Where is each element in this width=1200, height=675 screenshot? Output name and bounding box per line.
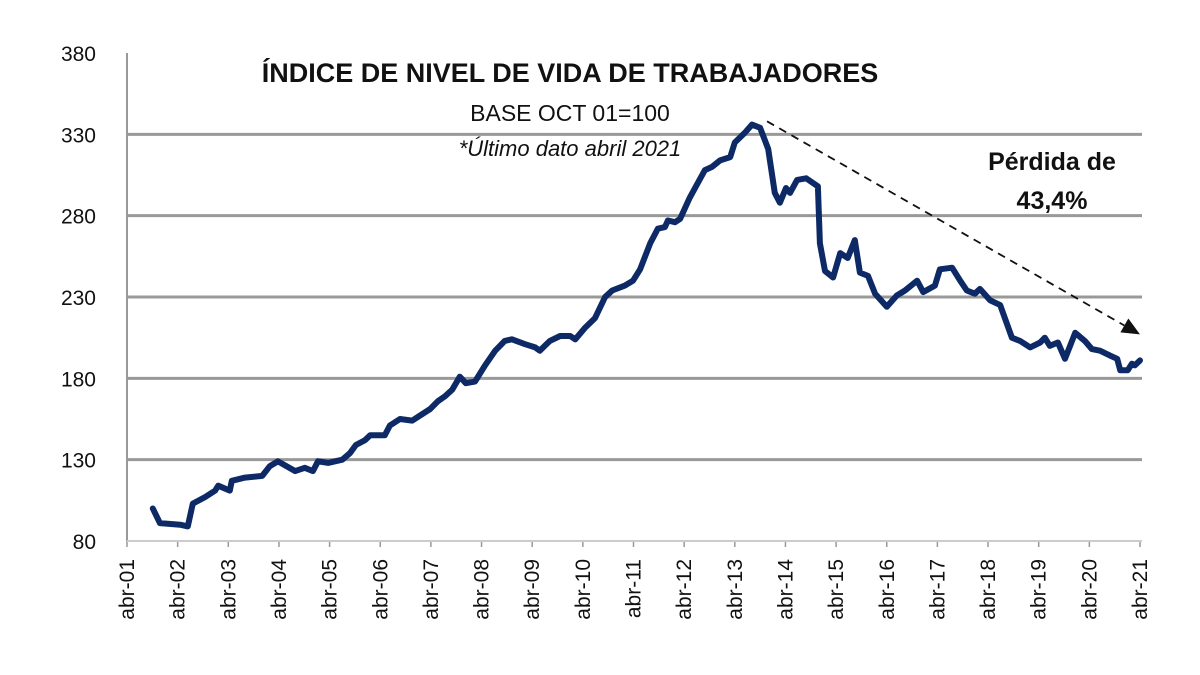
y-tick-label: 80 [73,531,96,554]
x-tick-label: abr-19 [1028,559,1051,620]
series-line [149,121,1143,530]
x-tick-label: abr-14 [774,559,797,620]
x-tick-label: abr-09 [521,559,544,620]
trend-arrow-head [1120,318,1140,335]
x-tick-label: abr-13 [724,559,747,620]
y-tick-label: 180 [61,368,96,391]
annotation-line-2: 43,4% [1017,187,1088,215]
x-axis-ticks: abr-01 abr-02 abr-03 abr-04 abr-05 abr-06 abr-… [116,541,1152,620]
trend-arrow-line [766,120,1125,327]
x-tick-label: abr-07 [420,559,443,620]
chart-title: ÍNDICE DE NIVEL DE VIDA DE TRABAJADORES [262,57,879,88]
gridlines [127,132,1142,462]
x-tick-label: abr-01 [116,559,139,620]
x-tick-label: abr-02 [167,559,190,620]
x-tick-label: abr-05 [319,559,342,620]
y-axis-ticks: 80 130 180 230 280 330 380 [61,43,96,554]
x-tick-label: abr-11 [623,559,646,618]
chart-subtitle: BASE OCT 01=100 [470,100,670,126]
x-tick-label: abr-12 [673,559,696,620]
x-tick-label: abr-18 [977,559,1000,620]
x-tick-label: abr-17 [926,559,949,620]
y-tick-label: 230 [61,287,96,310]
y-tick-label: 380 [61,43,96,66]
x-tick-label: abr-04 [268,559,291,620]
y-tick-label: 280 [61,206,96,229]
annotation-line-1: Pérdida de [988,148,1116,176]
x-tick-label: abr-21 [1129,559,1152,620]
y-tick-label: 130 [61,450,96,473]
x-tick-label: abr-08 [471,559,494,620]
x-tick-label: abr-16 [876,559,899,620]
x-tick-label: abr-06 [369,559,392,620]
x-tick-label: abr-20 [1078,559,1101,620]
x-tick-label: abr-10 [572,559,595,620]
chart-note: *Último dato abril 2021 [459,136,682,161]
x-tick-label: abr-15 [825,559,848,620]
x-tick-label: abr-03 [217,559,240,620]
y-tick-label: 330 [61,124,96,147]
